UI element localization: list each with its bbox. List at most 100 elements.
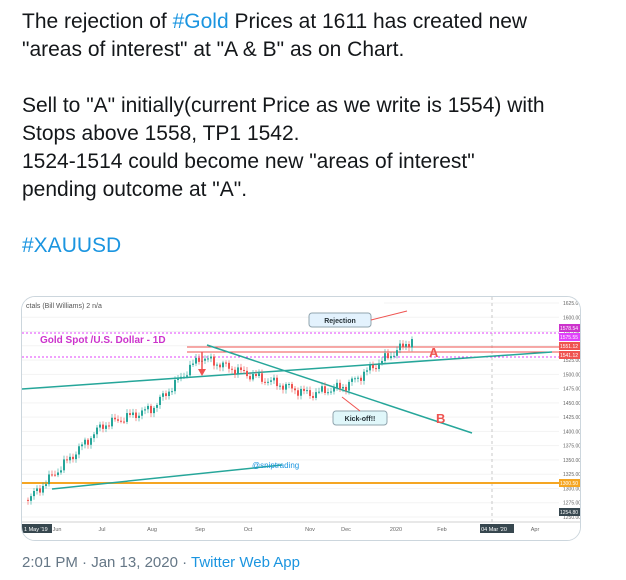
candle-body <box>348 381 350 391</box>
candle-body <box>93 434 95 439</box>
candle-body <box>45 484 47 486</box>
watermark: @sniptrading <box>252 461 299 470</box>
candle-body <box>135 412 137 418</box>
candle-body <box>276 377 278 387</box>
y-tick-label: 1600.00 <box>563 315 580 321</box>
candle-body <box>273 377 275 381</box>
candle-body <box>219 364 221 368</box>
hashtag-gold[interactable]: #Gold <box>172 10 229 33</box>
candle-body <box>357 377 359 379</box>
y-tick-label: 1425.00 <box>563 415 580 421</box>
candle-body <box>291 384 293 389</box>
candle-body <box>30 496 32 501</box>
y-axis: 1625.001600.001575.001550.001525.001500.… <box>563 301 580 521</box>
candle-body <box>318 391 320 393</box>
candle-body <box>138 415 140 418</box>
candle-body <box>153 407 155 414</box>
axis-tag-1: 1578.54 <box>560 326 578 332</box>
candle-body <box>228 362 230 369</box>
candle-body <box>300 388 302 396</box>
candle-body <box>81 444 83 447</box>
candle-body <box>27 499 29 501</box>
x-tick-label: Sep <box>195 527 205 533</box>
candle-body <box>309 390 311 396</box>
y-tick-label: 1475.00 <box>563 387 580 393</box>
tweet-line-4: Stops above 1558, TP1 1542. <box>22 122 300 145</box>
y-tick-label: 1575.00 <box>563 330 580 336</box>
hashtag-xauusd[interactable]: #XAUUSD <box>22 234 122 257</box>
candle-body <box>315 392 317 398</box>
x-tick-label: 1 May '19 <box>24 527 48 533</box>
candle-body <box>207 358 209 360</box>
timestamp[interactable]: 2:01 PM · Jan 13, 2020 · <box>22 554 191 571</box>
y-tick-label: 1250.00 <box>563 515 580 521</box>
y-tick-label: 1500.00 <box>563 372 580 378</box>
chart-image[interactable]: ctals (Bill Williams) 2 n/a Gold Spot /U… <box>21 296 581 541</box>
candle-body <box>150 405 152 414</box>
candle-body <box>162 393 164 397</box>
candle-body <box>114 417 116 420</box>
axis-tag-6: 1254.80 <box>560 510 578 516</box>
candle-body <box>261 373 263 382</box>
candle-body <box>336 382 338 388</box>
candle-body <box>189 364 191 376</box>
candle-body <box>282 385 284 390</box>
candle-body <box>306 390 308 392</box>
chart-grid <box>22 302 559 518</box>
candle-body <box>399 343 401 351</box>
candle-body <box>36 488 38 491</box>
candle-body <box>225 362 227 364</box>
x-tick-label: Dec <box>341 527 351 533</box>
candle-body <box>57 472 59 476</box>
candle-body <box>180 376 182 379</box>
candle-body <box>48 474 50 485</box>
x-axis: 1 May '19 Jun Jul Aug Sep Oct Nov Dec 2020 Feb 04 … <box>22 524 539 533</box>
candle-body <box>87 439 89 445</box>
y-tick-label: 1375.00 <box>563 444 580 450</box>
candle-body <box>66 459 68 461</box>
candle-body <box>237 367 239 375</box>
axis-tag-4: 1541.12 <box>560 353 578 359</box>
candle-body <box>126 413 128 422</box>
x-tick-label: Feb <box>437 527 446 533</box>
trendline-down <box>206 344 473 434</box>
source-app-link[interactable]: Twitter Web App <box>191 554 300 571</box>
candle-body <box>258 373 260 377</box>
candle-body <box>240 367 242 370</box>
trendline-up <box>22 351 553 390</box>
candle-body <box>288 384 290 386</box>
candle-body <box>246 370 248 377</box>
candle-body <box>168 391 170 397</box>
y-tick-label: 1625.00 <box>563 301 580 307</box>
candle-body <box>363 371 365 381</box>
label-a: A <box>429 345 439 360</box>
x-tick-label: Aug <box>147 527 157 533</box>
candle-body <box>63 459 65 471</box>
candle-body <box>312 395 314 398</box>
trendline-low <box>51 464 283 490</box>
candles <box>27 336 413 505</box>
candle-body <box>270 380 272 382</box>
tweet-line-1-post: Prices at 1611 has created new <box>228 10 528 33</box>
candle-body <box>72 456 74 460</box>
candle-body <box>231 368 233 370</box>
candle-body <box>369 364 371 371</box>
candle-body <box>156 404 158 408</box>
x-tick-label: Jun <box>53 527 62 533</box>
chart-title: Gold Spot /U.S. Dollar - 1D <box>40 335 166 346</box>
x-tick-label: Nov <box>305 527 315 533</box>
candle-body <box>327 392 329 394</box>
candle-body <box>96 427 98 435</box>
candle-body <box>222 362 224 368</box>
candle-body <box>360 377 362 381</box>
candle-body <box>405 344 407 347</box>
y-tick-label: 1525.00 <box>563 358 580 364</box>
candle-body <box>351 378 353 382</box>
candle-body <box>243 369 245 371</box>
candle-body <box>378 363 380 369</box>
candle-body <box>411 339 413 348</box>
candle-body <box>297 390 299 396</box>
candle-body <box>102 424 104 429</box>
candle-body <box>210 356 212 359</box>
candle-body <box>171 391 173 393</box>
